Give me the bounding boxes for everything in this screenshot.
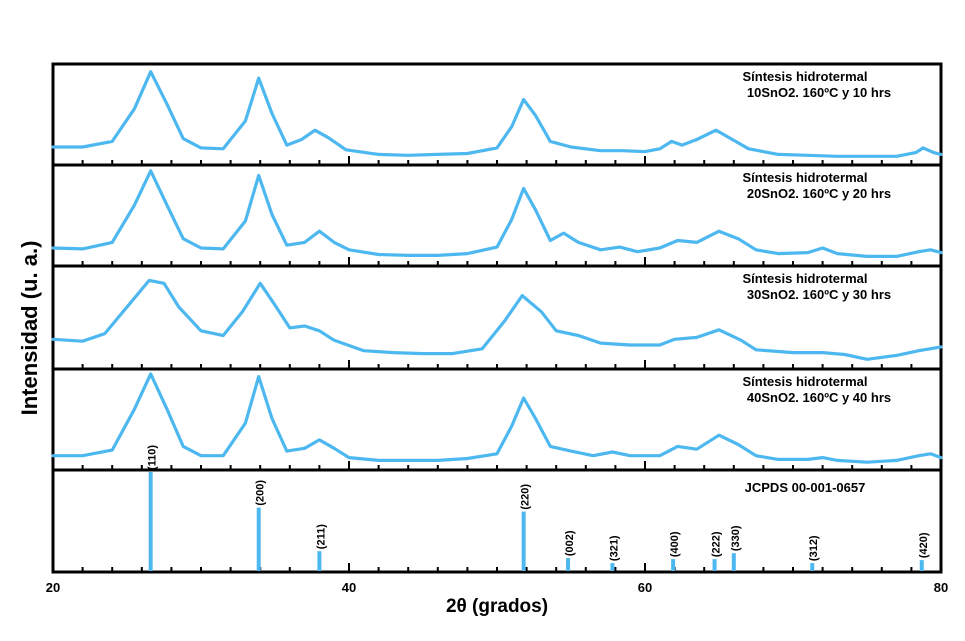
series-line-4 [51, 372, 943, 464]
hkl-label: (400) [669, 531, 681, 557]
panel-title-line1: Síntesis hidrotermal [743, 271, 868, 286]
series-line-1 [51, 70, 943, 158]
reference-group [148, 472, 924, 571]
hkl-label: (002) [564, 530, 576, 556]
hkl-label: (211) [315, 524, 327, 549]
hkl-label: (220) [520, 484, 532, 510]
label-group: 2θ (grados) Intensidad (u. a.) 20 40 60 80 S… [17, 69, 948, 617]
hkl-label: (321) [608, 535, 620, 561]
panel-title-line1: Síntesis hidrotermal [743, 374, 868, 389]
panel-title-line2: 20SnO2. 160ºC y 20 hrs [747, 186, 891, 201]
x-tick-label: 80 [934, 580, 948, 595]
panel-title-line1: Síntesis hidrotermal [743, 69, 868, 84]
panel-title-line2: 30SnO2. 160ºC y 30 hrs [747, 287, 891, 302]
hkl-label: (312) [808, 535, 820, 561]
y-axis-label: Intensidad (u. a.) [17, 241, 42, 416]
x-tick-label: 40 [342, 580, 356, 595]
plot-frame-group [51, 62, 943, 574]
hkl-label: (420) [918, 532, 930, 558]
series-line-3 [51, 278, 943, 361]
hkl-label: (200) [255, 480, 267, 506]
x-tick-label: 20 [46, 580, 60, 595]
x-tick-label: 60 [638, 580, 652, 595]
hkl-label: (330) [730, 525, 742, 551]
series-line-2 [51, 169, 943, 258]
reference-label: JCPDS 00-001-0657 [745, 480, 866, 495]
panel-title-line2: 10SnO2. 160ºC y 10 hrs [747, 85, 891, 100]
panel-title-line2: 40SnO2. 160ºC y 40 hrs [747, 390, 891, 405]
hkl-label: (110) [147, 445, 159, 470]
hkl-label: (222) [711, 531, 723, 557]
x-axis-label: 2θ (grados) [446, 596, 548, 617]
series-group [51, 70, 943, 464]
panel-title-line1: Síntesis hidrotermal [743, 170, 868, 185]
